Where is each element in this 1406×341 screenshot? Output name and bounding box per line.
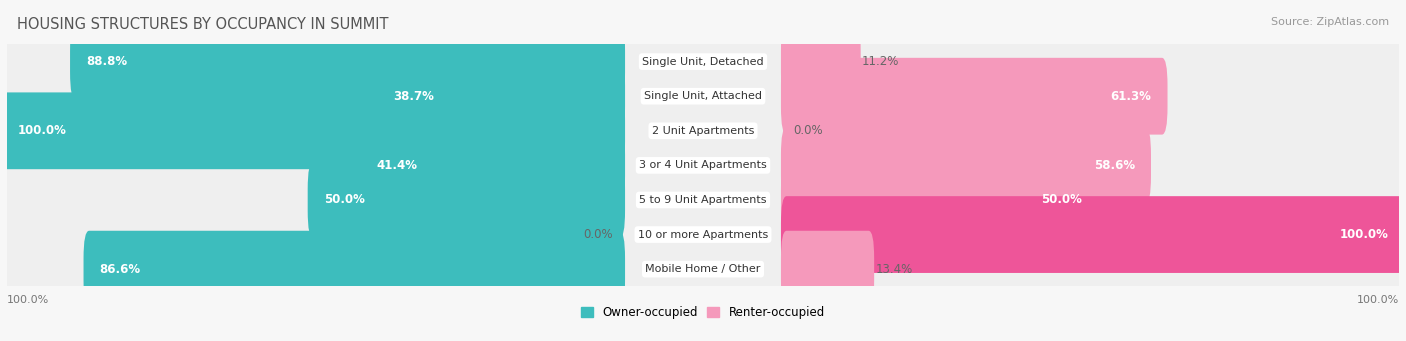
FancyBboxPatch shape <box>1 92 626 169</box>
FancyBboxPatch shape <box>7 29 1399 94</box>
Text: 50.0%: 50.0% <box>1042 193 1083 206</box>
Text: 38.7%: 38.7% <box>392 90 434 103</box>
FancyBboxPatch shape <box>70 23 626 100</box>
Text: 13.4%: 13.4% <box>876 263 912 276</box>
Text: 3 or 4 Unit Apartments: 3 or 4 Unit Apartments <box>640 160 766 170</box>
Text: 100.0%: 100.0% <box>7 295 49 305</box>
FancyBboxPatch shape <box>7 237 1399 302</box>
Text: 10 or more Apartments: 10 or more Apartments <box>638 229 768 240</box>
FancyBboxPatch shape <box>360 127 626 204</box>
FancyBboxPatch shape <box>780 162 1098 238</box>
Legend: Owner-occupied, Renter-occupied: Owner-occupied, Renter-occupied <box>576 302 830 324</box>
Text: 0.0%: 0.0% <box>583 228 613 241</box>
Text: 2 Unit Apartments: 2 Unit Apartments <box>652 126 754 136</box>
Text: Mobile Home / Other: Mobile Home / Other <box>645 264 761 274</box>
Text: 100.0%: 100.0% <box>1340 228 1389 241</box>
FancyBboxPatch shape <box>780 196 1405 273</box>
Text: Single Unit, Attached: Single Unit, Attached <box>644 91 762 101</box>
FancyBboxPatch shape <box>7 167 1399 233</box>
Text: 100.0%: 100.0% <box>1357 295 1399 305</box>
Text: HOUSING STRUCTURES BY OCCUPANCY IN SUMMIT: HOUSING STRUCTURES BY OCCUPANCY IN SUMMI… <box>17 17 388 32</box>
Text: 50.0%: 50.0% <box>323 193 364 206</box>
Text: 5 to 9 Unit Apartments: 5 to 9 Unit Apartments <box>640 195 766 205</box>
FancyBboxPatch shape <box>780 58 1167 135</box>
Text: 0.0%: 0.0% <box>793 124 823 137</box>
Text: 86.6%: 86.6% <box>100 263 141 276</box>
Text: Source: ZipAtlas.com: Source: ZipAtlas.com <box>1271 17 1389 27</box>
Text: Single Unit, Detached: Single Unit, Detached <box>643 57 763 66</box>
FancyBboxPatch shape <box>7 64 1399 129</box>
FancyBboxPatch shape <box>7 98 1399 163</box>
Text: 11.2%: 11.2% <box>862 55 900 68</box>
Text: 58.6%: 58.6% <box>1094 159 1135 172</box>
FancyBboxPatch shape <box>780 231 875 308</box>
FancyBboxPatch shape <box>7 133 1399 198</box>
Text: 88.8%: 88.8% <box>86 55 127 68</box>
FancyBboxPatch shape <box>83 231 626 308</box>
Text: 41.4%: 41.4% <box>377 159 418 172</box>
FancyBboxPatch shape <box>780 23 860 100</box>
FancyBboxPatch shape <box>7 202 1399 267</box>
Text: 100.0%: 100.0% <box>17 124 66 137</box>
FancyBboxPatch shape <box>377 58 626 135</box>
Text: 61.3%: 61.3% <box>1111 90 1152 103</box>
FancyBboxPatch shape <box>308 162 626 238</box>
FancyBboxPatch shape <box>780 127 1152 204</box>
